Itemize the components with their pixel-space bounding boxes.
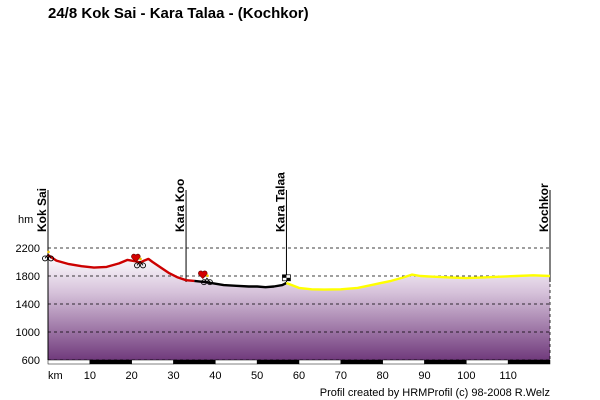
x-tick-label: 50 bbox=[251, 370, 263, 382]
x-tick-label: 70 bbox=[335, 370, 347, 382]
x-axis-scale-segment bbox=[507, 359, 551, 365]
chart-title: 24/8 Kok Sai - Kara Talaa - (Kochkor) bbox=[48, 5, 309, 22]
y-tick-label: 1400 bbox=[16, 299, 40, 311]
profile-area bbox=[48, 255, 550, 360]
x-axis-scale-segment bbox=[466, 359, 509, 365]
y-tick-label: 1800 bbox=[16, 271, 40, 283]
x-tick-label: 30 bbox=[167, 370, 179, 382]
x-tick-label: 20 bbox=[126, 370, 138, 382]
waypoint-label: Kok Sai bbox=[35, 188, 49, 232]
x-axis-scale-segment bbox=[382, 359, 425, 365]
x-tick-label: 90 bbox=[418, 370, 430, 382]
profile-line-segment-3 bbox=[285, 273, 551, 291]
cyclist-icon bbox=[201, 274, 213, 286]
x-axis-scale-segment bbox=[424, 359, 467, 365]
heart-icon bbox=[131, 253, 141, 263]
cyclist-icon bbox=[134, 257, 146, 269]
x-tick-label: 40 bbox=[209, 370, 221, 382]
y-tick-label: 600 bbox=[22, 355, 40, 367]
waypoint-label: Kara Koo bbox=[173, 179, 187, 232]
y-tick-label: 2200 bbox=[16, 243, 40, 255]
x-tick-label: 60 bbox=[293, 370, 305, 382]
y-axis-label: hm bbox=[18, 214, 33, 226]
x-tick-label: 80 bbox=[377, 370, 389, 382]
x-axis-scale-segment bbox=[215, 359, 258, 365]
footer-credit: Profil created by HRMProfil (c) 98-2008 … bbox=[320, 387, 550, 399]
x-axis-scale-segment bbox=[298, 359, 342, 365]
heart-icon bbox=[198, 270, 208, 280]
x-axis-scale-segment bbox=[89, 359, 132, 365]
waypoint-label: Kochkor bbox=[537, 183, 551, 232]
cyclist-icon bbox=[42, 250, 54, 262]
x-axis-scale-segment bbox=[256, 359, 300, 365]
profile-line-segment-1 bbox=[47, 254, 195, 283]
x-axis-scale-segment bbox=[340, 359, 383, 365]
x-tick-label: 10 bbox=[84, 370, 96, 382]
y-tick-label: 1000 bbox=[16, 327, 40, 339]
x-axis-scale-segment bbox=[47, 359, 91, 365]
waypoint-label: Kara Talaa bbox=[273, 172, 287, 232]
x-axis-scale-segment bbox=[173, 359, 216, 365]
x-tick-label: 100 bbox=[457, 370, 475, 382]
x-tick-label: 110 bbox=[499, 370, 517, 382]
x-axis-label: km bbox=[48, 370, 63, 382]
finish-flag-icon bbox=[282, 274, 291, 282]
x-axis-scale-segment bbox=[131, 359, 174, 365]
